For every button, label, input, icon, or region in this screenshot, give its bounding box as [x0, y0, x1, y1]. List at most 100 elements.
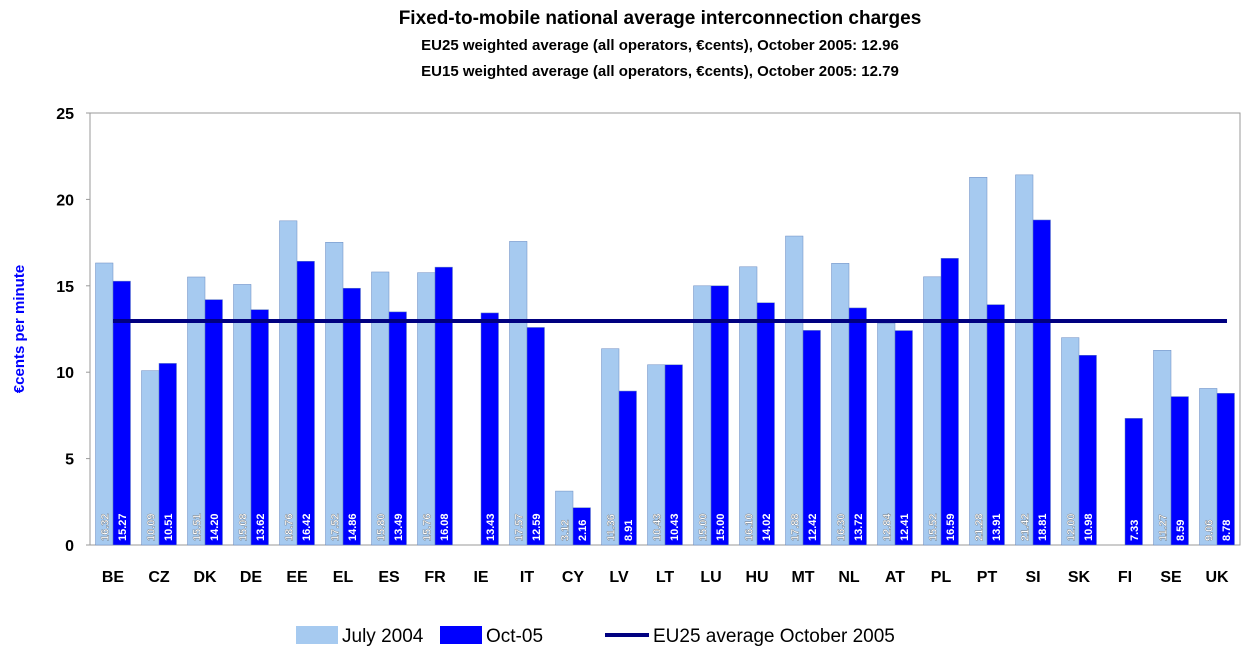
bar	[986, 304, 1005, 546]
x-tick-label: ES	[378, 569, 400, 586]
bar	[296, 261, 315, 546]
bar	[434, 266, 453, 546]
bar	[802, 330, 821, 546]
data-label: 7.33	[1129, 520, 1141, 541]
subtitle: EU15 weighted average (all operators, €c…	[421, 63, 899, 80]
data-label: 15.00	[697, 513, 709, 541]
data-label: 12.41	[899, 513, 911, 541]
data-label: 10.09	[145, 513, 157, 541]
bar	[95, 262, 114, 546]
bar	[572, 507, 591, 546]
data-label: 21.42	[1019, 513, 1031, 541]
x-tick-label: LT	[656, 569, 675, 586]
data-label: 12.00	[1065, 513, 1077, 541]
x-tick-label: FI	[1118, 569, 1132, 586]
x-tick-label: SK	[1068, 569, 1091, 586]
data-label: 13.62	[255, 513, 267, 541]
y-tick-label: 25	[56, 106, 74, 123]
data-label: 18.76	[283, 513, 295, 541]
bar	[739, 266, 758, 546]
y-tick-label: 20	[56, 192, 74, 209]
bar	[877, 322, 896, 546]
data-label: 10.98	[1083, 513, 1095, 541]
x-tick-label: LU	[700, 569, 721, 586]
legend-label: July 2004	[342, 626, 424, 647]
x-tick-label: SI	[1025, 569, 1040, 586]
y-tick-label: 5	[65, 452, 74, 469]
legend-swatch	[296, 626, 338, 644]
data-label: 2.16	[577, 520, 589, 541]
data-label: 13.91	[991, 513, 1003, 541]
x-tick-label: IE	[473, 569, 488, 586]
bar	[1015, 174, 1034, 546]
x-tick-label: PT	[977, 569, 998, 586]
data-label: 10.43	[669, 513, 681, 541]
data-label: 15.80	[375, 513, 387, 541]
bar	[894, 330, 913, 546]
bar	[969, 177, 988, 546]
data-label: 14.86	[347, 513, 359, 541]
data-label: 10.43	[651, 513, 663, 541]
data-label: 13.49	[393, 513, 405, 541]
x-tick-label: AT	[885, 569, 905, 586]
y-tick-label: 10	[56, 365, 74, 382]
data-label: 13.43	[485, 513, 497, 541]
data-label: 8.59	[1175, 520, 1187, 541]
bar	[1124, 418, 1143, 546]
x-tick-label: UK	[1205, 569, 1229, 586]
y-tick-label: 15	[56, 279, 74, 296]
bar	[526, 327, 545, 546]
x-tick-label: CZ	[148, 569, 170, 586]
x-tick-label: DK	[193, 569, 217, 586]
data-label: 12.59	[531, 513, 543, 541]
data-label: 14.20	[209, 513, 221, 541]
x-tick-label: FR	[424, 569, 446, 586]
bar	[848, 307, 867, 546]
data-label: 11.36	[605, 514, 617, 541]
bar	[1170, 396, 1189, 546]
data-label: 3.12	[559, 520, 571, 541]
bar	[1078, 355, 1097, 546]
x-tick-label: NL	[838, 569, 860, 586]
x-tick-label: EE	[286, 569, 308, 586]
x-tick-label: MT	[791, 569, 814, 586]
data-label: 14.02	[761, 513, 773, 541]
data-label: 17.57	[513, 513, 525, 541]
bar	[940, 258, 959, 546]
data-label: 16.32	[99, 513, 111, 541]
x-tick-label: BE	[102, 569, 125, 586]
bar	[158, 363, 177, 546]
y-axis-label: €cents per minute	[11, 265, 28, 393]
x-tick-label: CY	[562, 569, 585, 586]
data-label: 17.88	[789, 513, 801, 541]
bar	[923, 276, 942, 546]
data-label: 11.27	[1157, 514, 1169, 541]
legend-label: Oct-05	[486, 626, 543, 647]
bar	[204, 299, 223, 546]
x-tick-label: HU	[745, 569, 768, 586]
bar	[664, 364, 683, 546]
x-tick-label: LV	[609, 569, 629, 586]
data-label: 15.00	[715, 513, 727, 541]
bar	[1216, 393, 1235, 546]
data-label: 9.06	[1203, 520, 1215, 541]
bar	[756, 302, 775, 546]
data-label: 18.81	[1037, 513, 1049, 541]
bar	[831, 263, 850, 546]
data-label: 15.51	[191, 513, 203, 541]
data-label: 13.72	[853, 513, 865, 541]
data-label: 17.52	[329, 513, 341, 541]
x-tick-label: DE	[240, 569, 263, 586]
data-label: 21.28	[973, 513, 985, 541]
bar	[509, 241, 528, 546]
bar	[187, 276, 206, 546]
bar	[371, 271, 390, 546]
data-label: 15.27	[117, 513, 129, 541]
bar	[279, 220, 298, 546]
data-label: 12.42	[807, 513, 819, 541]
bar	[1032, 219, 1051, 546]
bar	[342, 287, 361, 546]
x-tick-label: PL	[931, 569, 952, 586]
data-label: 16.08	[439, 513, 451, 541]
